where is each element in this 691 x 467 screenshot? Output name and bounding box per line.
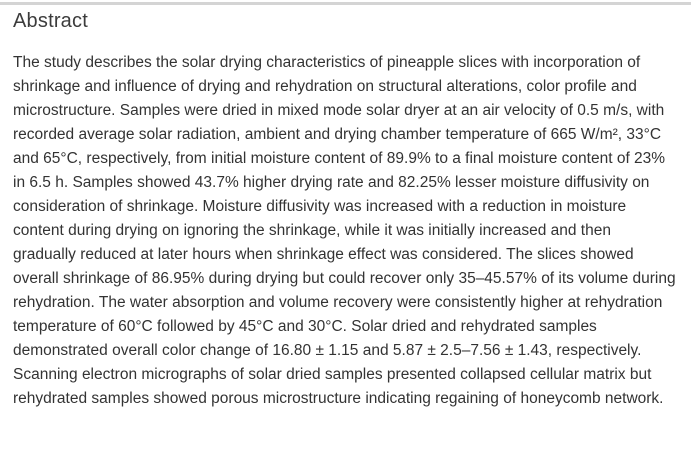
abstract-heading: Abstract (13, 10, 88, 32)
abstract-text: The study describes the solar drying cha… (13, 54, 676, 407)
section-divider (0, 2, 691, 5)
abstract-section: Abstract The study describes the solar d… (0, 10, 691, 411)
